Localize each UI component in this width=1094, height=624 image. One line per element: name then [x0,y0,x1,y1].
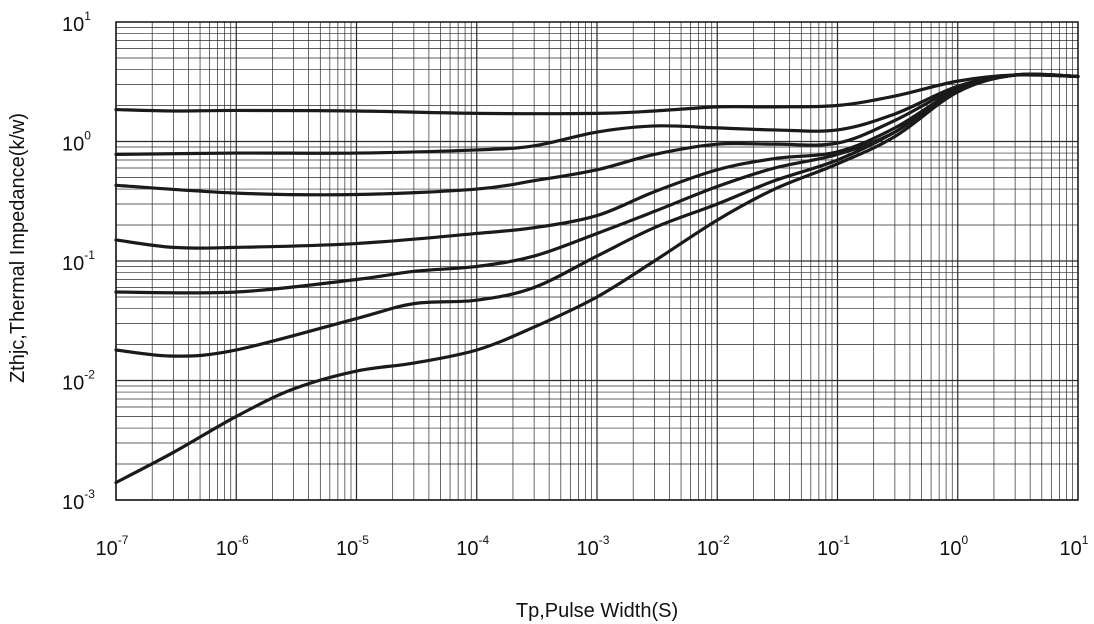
x-tick-label: 100 [939,533,968,560]
y-tick-label: 10-2 [62,368,95,395]
series-line-7 [114,72,1080,485]
x-tick-label: 10-7 [96,533,129,560]
y-axis-tick-labels: 101 100 10-1 10-2 10-3 [62,9,95,514]
y-tick-label: 101 [62,9,91,36]
y-tick-label: 100 [62,129,91,156]
y-tick-label: 10-1 [62,248,95,275]
series-line-1 [114,73,1080,116]
series-layer [114,72,1080,485]
series-line-2 [114,72,1080,156]
plot-frame [115,21,1079,501]
x-tick-label: 10-3 [577,533,610,560]
series-line-6 [114,72,1080,358]
grid-lines [115,22,1078,501]
y-axis-title: Zthjc,Thermal Impedance(k/w) [7,113,29,383]
x-tick-label: 10-1 [817,533,850,560]
x-tick-label: 10-4 [456,533,489,560]
x-axis-tick-labels: 10-7 10-6 10-5 10-4 10-3 10-2 10-1 100 101 [96,533,1089,560]
x-tick-label: 10-5 [336,533,369,560]
x-tick-label: 101 [1060,533,1089,560]
x-tick-label: 10-6 [216,533,249,560]
y-tick-label: 10-3 [62,487,95,514]
x-axis-title: Tp,Pulse Width(S) [516,600,678,622]
x-tick-label: 10-2 [697,533,730,560]
series-line-3 [114,72,1080,197]
